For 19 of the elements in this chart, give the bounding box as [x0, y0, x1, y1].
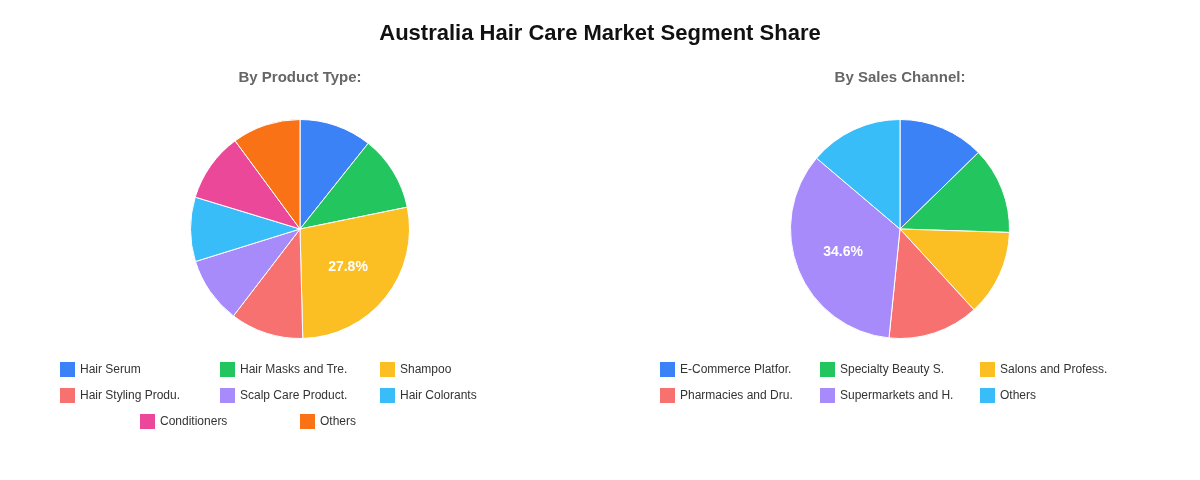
legend-label: Hair Serum [80, 362, 141, 376]
text: Australia Hair Care Market Segment Share [378, 19, 822, 47]
legend-label: Specialty Beauty S. [840, 362, 945, 376]
legend-label: Hair Masks and Tre. [240, 362, 348, 376]
chart-subtitle: By Product Type: [238, 68, 362, 85]
legend-label: E-Commerce Platfor. [680, 362, 792, 376]
legend-label: Others [1000, 388, 1037, 402]
legend-label: Salons and Profess. [1000, 362, 1108, 376]
legend-label: Hair Styling Produ. [80, 388, 181, 402]
chart-subtitle: By Sales Channel: [834, 68, 966, 85]
legend-label: Scalp Care Product. [240, 388, 348, 402]
legend-label: Conditioners [160, 414, 228, 428]
legend-label: Others [320, 414, 357, 428]
legend-label: Hair Colorants [400, 388, 477, 402]
data-label: 34.6% [823, 242, 864, 259]
data-label: 27.8% [328, 258, 369, 275]
legend-label: Supermarkets and H. [840, 388, 954, 402]
legend-label: Pharmacies and Dru. [680, 388, 793, 402]
legend-label: Shampoo [400, 362, 452, 376]
